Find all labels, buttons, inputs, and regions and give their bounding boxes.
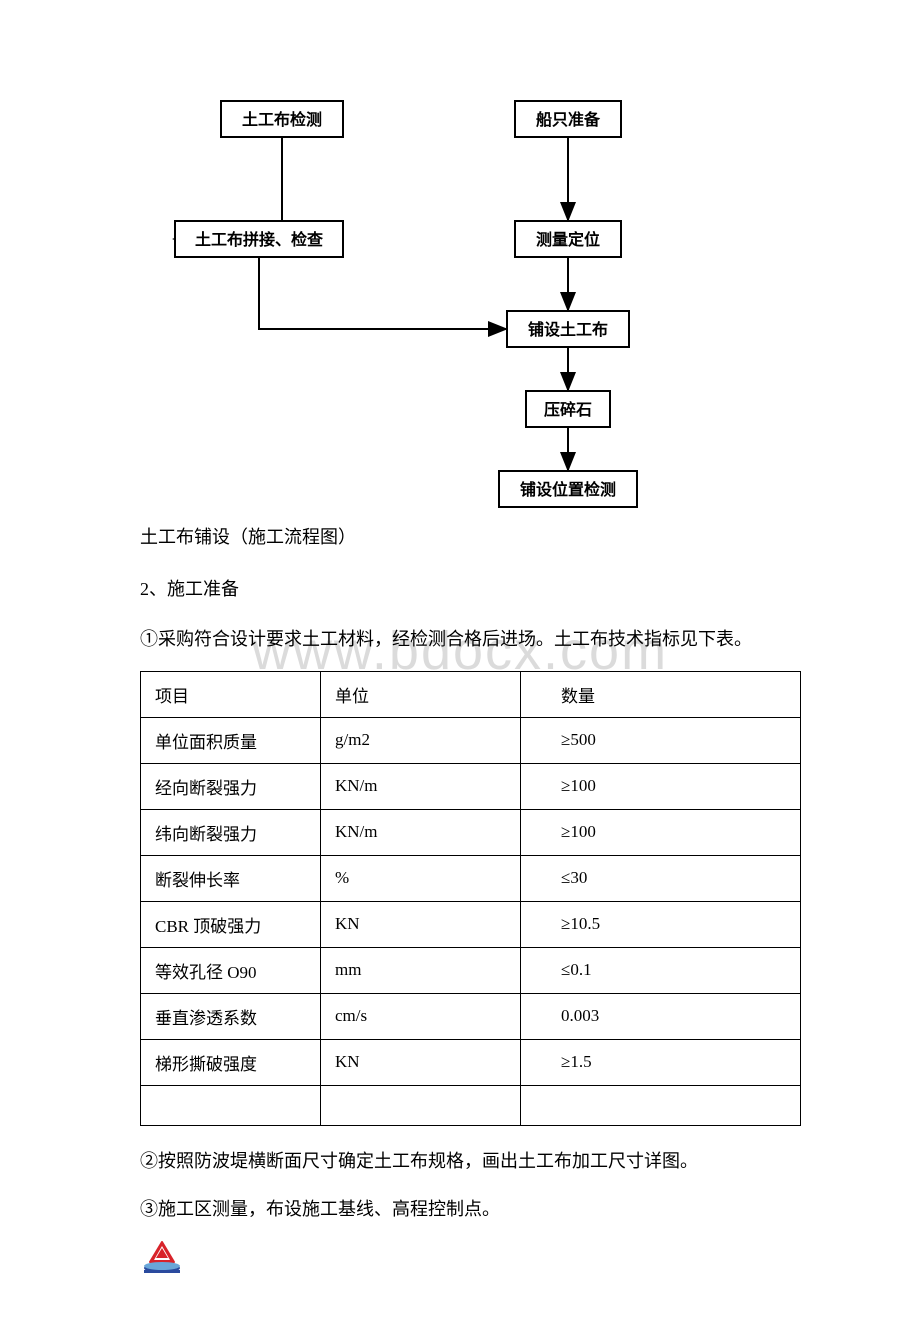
paragraph-3: ③施工区测量，布设施工基线、高程控制点。 [140,1192,820,1226]
table-cell: CBR 顶破强力 [141,901,321,947]
table-row: 单位面积质量g/m2≥500 [141,717,801,763]
table-header-cell: 数量 [521,671,801,717]
table-cell: ≤0.1 [521,947,801,993]
company-logo [140,1240,820,1280]
table-cell: 等效孔径 O90 [141,947,321,993]
table-cell: KN [321,1039,521,1085]
table-cell: 纬向断裂强力 [141,809,321,855]
flowchart-arrows [100,100,820,500]
flowchart-container: 土工布检测土工布拼接、检查船只准备测量定位铺设土工布压碎石铺设位置检测 [100,100,820,500]
table-header-cell: 项目 [141,671,321,717]
table-cell: ≥100 [521,809,801,855]
table-cell: 经向断裂强力 [141,763,321,809]
flow-edge-n2-n5 [259,258,506,329]
table-row: 断裂伸长率%≤30 [141,855,801,901]
spec-table: 项目单位数量单位面积质量g/m2≥500经向断裂强力KN/m≥100纬向断裂强力… [140,671,801,1126]
flow-node-n4: 测量定位 [514,220,622,258]
table-row: 等效孔径 O90mm≤0.1 [141,947,801,993]
paragraph-2: ②按照防波堤横断面尺寸确定土工布规格，画出土工布加工尺寸详图。 [140,1144,820,1178]
table-cell [141,1085,321,1125]
table-row: 垂直渗透系数cm/s0.003 [141,993,801,1039]
flow-node-n7: 铺设位置检测 [498,470,638,508]
table-row [141,1085,801,1125]
table-cell: KN [321,901,521,947]
flow-node-n3: 船只准备 [514,100,622,138]
table-cell: ≥1.5 [521,1039,801,1085]
table-cell [521,1085,801,1125]
table-row: 梯形撕破强度KN≥1.5 [141,1039,801,1085]
flowchart-caption: 土工布铺设（施工流程图） [140,520,820,554]
table-cell: KN/m [321,763,521,809]
flow-node-n6: 压碎石 [525,390,611,428]
table-cell: 垂直渗透系数 [141,993,321,1039]
table-cell: 单位面积质量 [141,717,321,763]
table-cell: mm [321,947,521,993]
flow-node-n1: 土工布检测 [220,100,344,138]
table-cell: ≥100 [521,763,801,809]
table-cell: 0.003 [521,993,801,1039]
table-header-cell: 单位 [321,671,521,717]
paragraph-1: ①采购符合设计要求土工材料，经检测合格后进场。土工布技术指标见下表。 [140,622,820,656]
table-cell: ≤30 [521,855,801,901]
table-cell: g/m2 [321,717,521,763]
flow-node-n2: 土工布拼接、检查 [174,220,344,258]
table-cell: KN/m [321,809,521,855]
table-cell [321,1085,521,1125]
table-cell: 断裂伸长率 [141,855,321,901]
table-cell: cm/s [321,993,521,1039]
table-cell: 梯形撕破强度 [141,1039,321,1085]
flow-node-n5: 铺设土工布 [506,310,630,348]
table-row: 纬向断裂强力KN/m≥100 [141,809,801,855]
table-cell: ≥10.5 [521,901,801,947]
table-row: 经向断裂强力KN/m≥100 [141,763,801,809]
table-row: CBR 顶破强力KN≥10.5 [141,901,801,947]
table-cell: ≥500 [521,717,801,763]
table-header-row: 项目单位数量 [141,671,801,717]
section-title-2: 2、施工准备 [140,572,820,606]
table-cell: % [321,855,521,901]
